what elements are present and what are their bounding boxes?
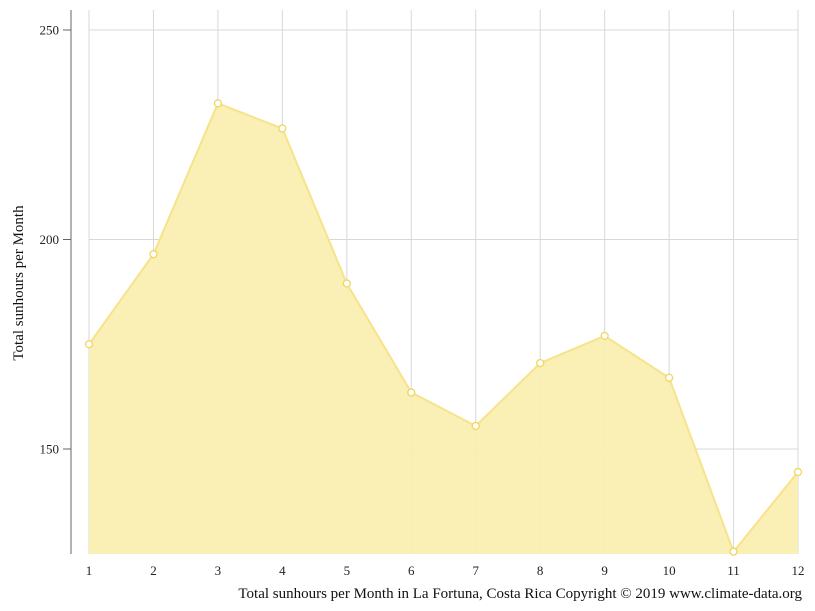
x-tick-label: 2 <box>150 563 157 578</box>
data-point <box>84 340 94 349</box>
y-tick-label: 200 <box>40 232 60 247</box>
data-point <box>600 331 609 341</box>
data-point <box>213 99 223 108</box>
data-point <box>342 279 351 288</box>
series-line <box>88 102 799 554</box>
x-tick-label: 1 <box>86 563 93 578</box>
x-tick-label: 11 <box>727 563 740 578</box>
x-tick-label: 5 <box>344 563 351 578</box>
data-point <box>471 421 480 431</box>
y-tick-label: 250 <box>40 23 60 38</box>
data-point <box>793 467 803 477</box>
y-tick-label: 150 <box>40 442 60 457</box>
data-point <box>536 358 545 368</box>
x-tick-label: 8 <box>537 563 544 578</box>
data-point <box>664 373 674 382</box>
data-point <box>729 547 738 556</box>
data-points <box>84 99 803 556</box>
y-axis-title: Total sunhours per Month <box>11 205 27 361</box>
x-tick-label: 6 <box>408 563 415 578</box>
x-tick-label: 3 <box>215 563 222 578</box>
data-point <box>407 388 416 397</box>
x-tick-label: 12 <box>792 563 805 578</box>
area-fill <box>89 103 798 555</box>
x-tick-label: 9 <box>601 563 608 578</box>
x-tick-label: 7 <box>472 563 479 578</box>
x-tick-label: 4 <box>279 563 286 578</box>
data-point <box>278 124 287 133</box>
chart-caption: Total sunhours per Month in La Fortuna, … <box>238 586 802 602</box>
data-point <box>149 250 158 259</box>
x-tick-label: 10 <box>663 563 676 578</box>
